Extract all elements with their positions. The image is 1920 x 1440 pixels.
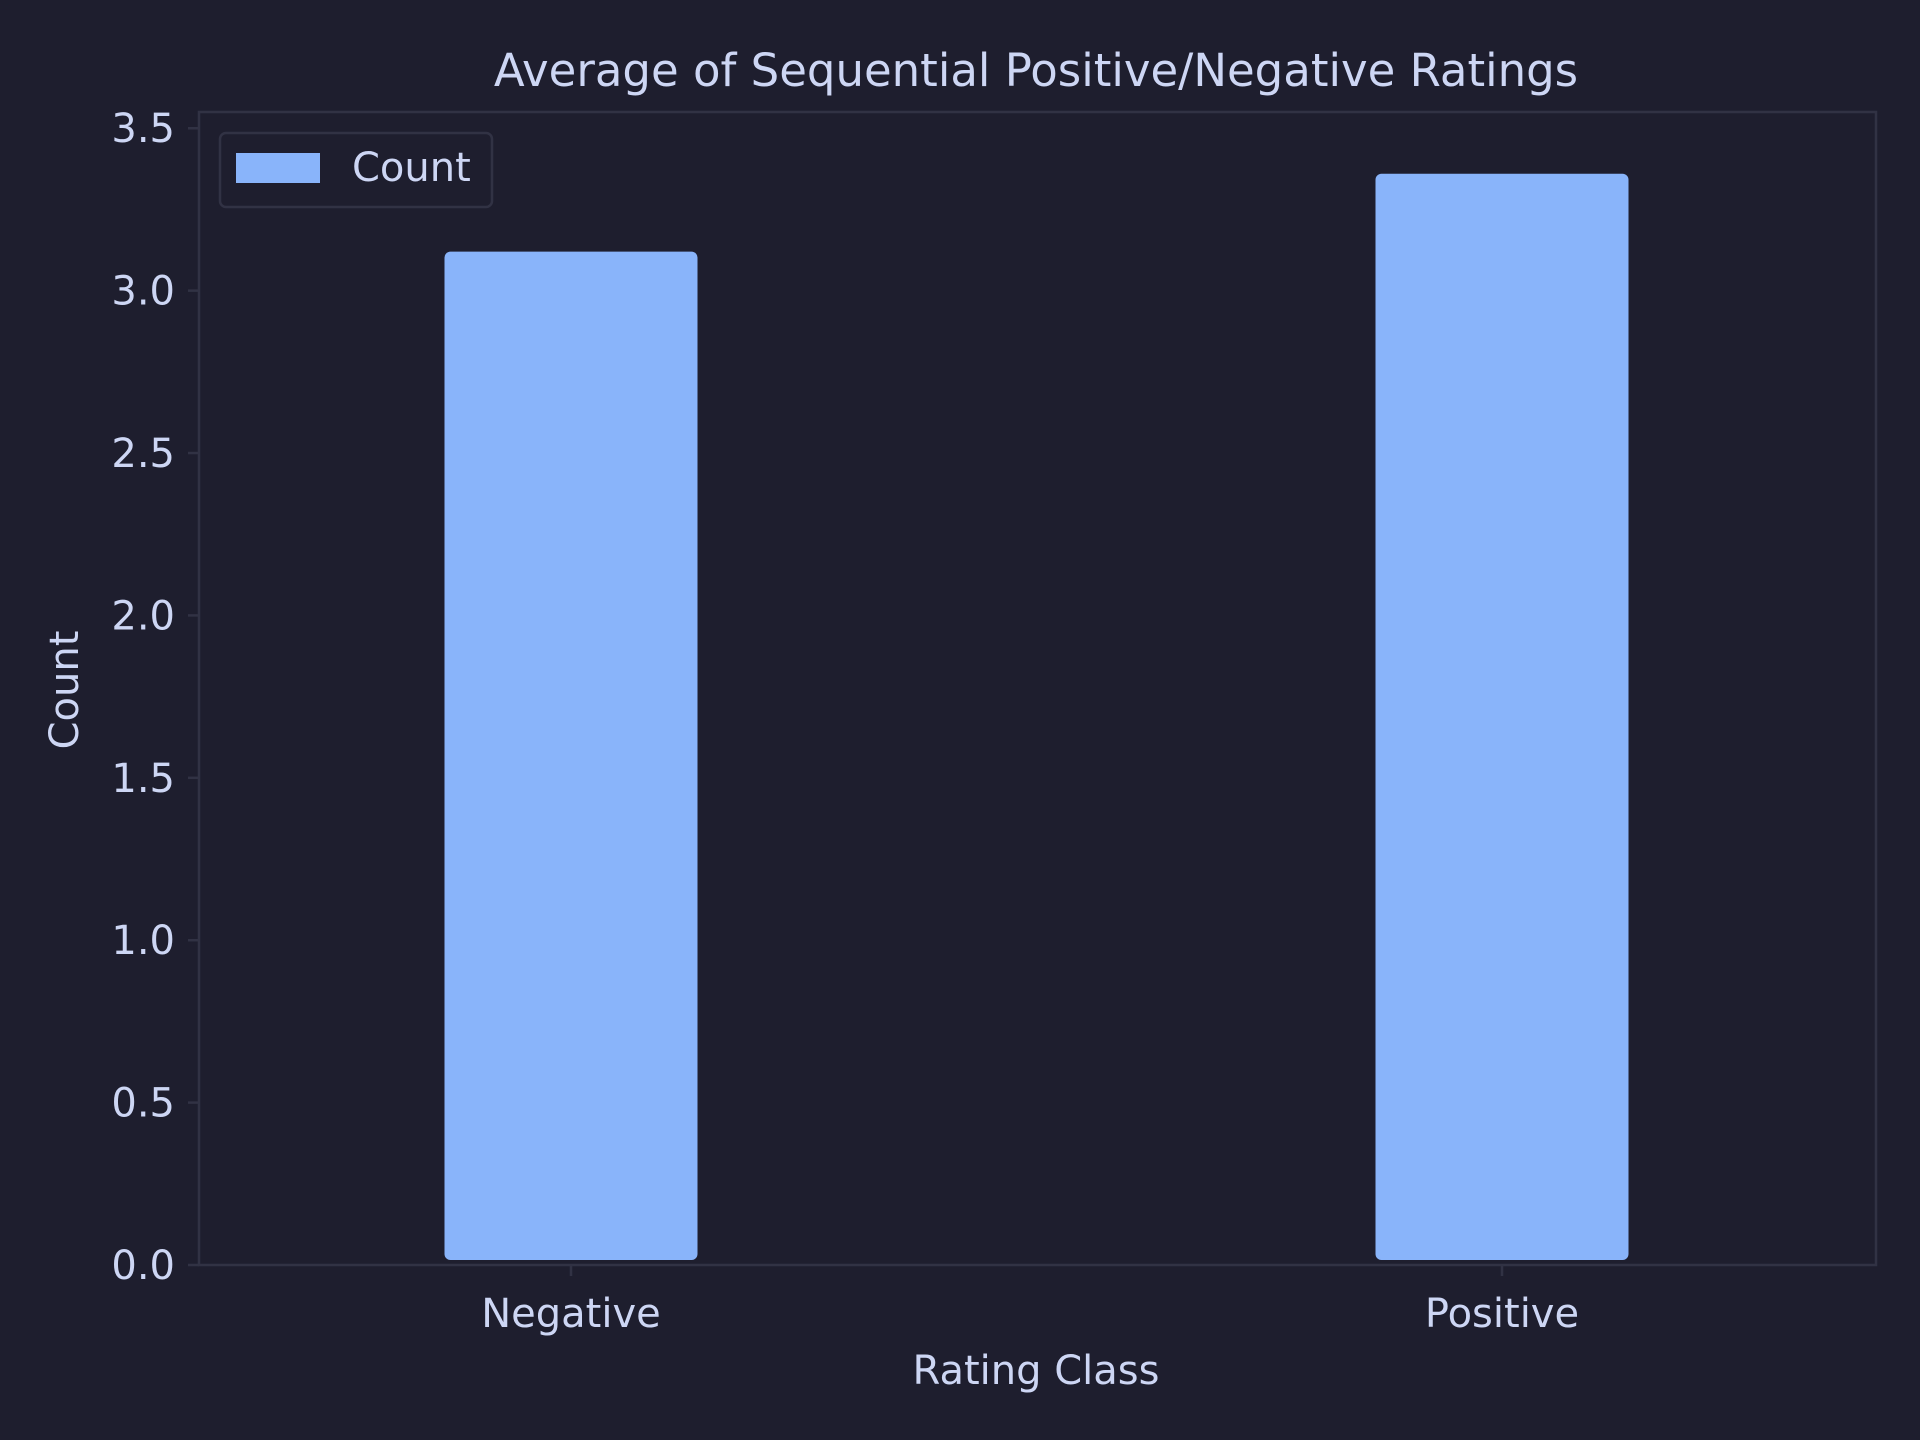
- y-tick-label: 3.0: [111, 269, 175, 315]
- y-tick-label: 3.5: [111, 106, 175, 152]
- y-tick-label: 1.5: [111, 756, 175, 802]
- x-axis: Negative Positive: [481, 1265, 1579, 1337]
- y-tick-label: 1.0: [111, 918, 175, 964]
- x-tick-label-positive: Positive: [1425, 1291, 1579, 1337]
- y-tick-label: 0.0: [111, 1243, 175, 1289]
- legend-label: Count: [352, 145, 471, 191]
- legend-swatch: [236, 153, 320, 183]
- bar-series: [444, 173, 1629, 1261]
- bar-positive: [1375, 173, 1629, 1261]
- x-axis-label: Rating Class: [913, 1348, 1160, 1394]
- legend-box: [218, 131, 494, 209]
- bar-negative: [444, 251, 698, 1260]
- plot-area: [197, 110, 1878, 1267]
- y-tick-label: 0.5: [111, 1081, 175, 1127]
- y-tick-label: 2.5: [111, 431, 175, 477]
- chart-title: Average of Sequential Positive/Negative …: [494, 44, 1578, 97]
- legend: Count: [218, 131, 494, 209]
- y-axis: 0.0 0.5 1.0 1.5 2.0 2.5 3.0 3.5: [111, 106, 199, 1289]
- x-tick-label-negative: Negative: [481, 1291, 661, 1337]
- y-tick-label: 2.0: [111, 593, 175, 639]
- y-axis-label: Count: [42, 631, 88, 750]
